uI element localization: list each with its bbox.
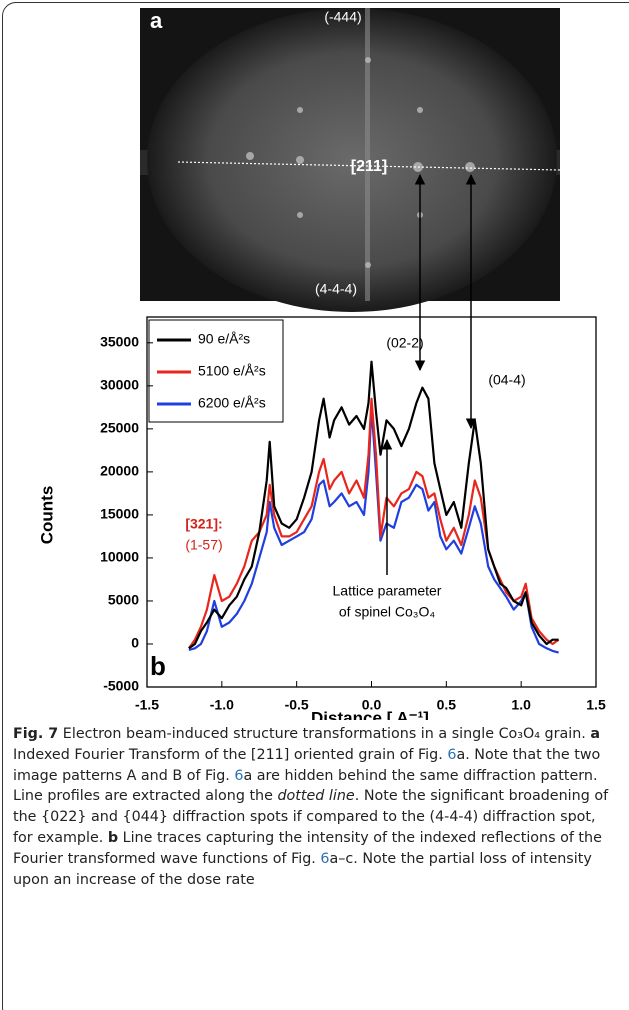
annotation: (1-57) <box>185 537 222 553</box>
series-line <box>188 360 559 650</box>
panel-label: a <box>150 8 163 33</box>
y-tick-label: 15000 <box>100 506 139 522</box>
x-tick-label: 0.5 <box>437 697 457 713</box>
caption: Fig. 7 Electron beam-induced structure t… <box>13 724 611 890</box>
plot-lines <box>187 360 560 654</box>
caption-text: a are hidden behind the same diffraction… <box>13 767 598 805</box>
annotation: Lattice parameter <box>333 583 442 599</box>
x-tick-label: 1.5 <box>586 697 606 713</box>
x-tick-label: -0.5 <box>285 697 309 713</box>
y-tick-label: 30000 <box>100 377 139 393</box>
y-tick-label: 10000 <box>100 549 139 565</box>
annotation: (04-4) <box>488 372 525 388</box>
x-tick-label: -1.0 <box>210 697 234 713</box>
y-tick-label: -5000 <box>103 678 139 694</box>
figure: a (-444) [211] (4-4-4) (02-2) (04-4) [32… <box>37 8 606 720</box>
legend-label: 6200 e/Å²s <box>198 395 266 411</box>
caption-text: Indexed Fourier Transform of the [211] o… <box>13 746 448 763</box>
caption-panel: a <box>590 726 601 742</box>
spot-label: (-444) <box>324 9 361 25</box>
figure-link[interactable]: 6 <box>234 767 244 784</box>
legend-label: 90 e/Å²s <box>198 331 250 347</box>
annotation: of spinel Co₃O₄ <box>339 604 436 620</box>
y-tick-label: 0 <box>131 635 139 651</box>
y-tick-label: 5000 <box>108 592 139 608</box>
caption-text: a. Note that the two image patterns A an… <box>13 746 601 784</box>
panel-label: b <box>150 651 166 681</box>
x-tick-label: 1.0 <box>511 697 531 713</box>
x-tick-label: -1.5 <box>135 697 159 713</box>
caption-text: . Note the significant broadening of the… <box>13 788 609 846</box>
fft-image: a (-444) [211] (4-4-4) <box>140 8 561 312</box>
caption-text: Electron beam-induced structure transfor… <box>58 726 591 742</box>
y-tick-label: 25000 <box>100 420 139 436</box>
x-axis-label: Distance [ A⁻¹] <box>311 708 429 720</box>
figure-link[interactable]: 6 <box>447 746 457 763</box>
y-tick-label: 35000 <box>100 334 139 350</box>
figure-link[interactable]: 6 <box>320 850 330 867</box>
spot-label: (4-4-4) <box>315 281 357 297</box>
spot-label: [211] <box>351 158 387 175</box>
caption-text: a–c. Note the partial loss of intensity … <box>13 850 592 888</box>
x-tick-label: 0.0 <box>362 697 382 713</box>
caption-text: Line traces capturing the intensity of t… <box>13 829 602 867</box>
caption-label: Fig. 7 <box>13 726 59 742</box>
y-axis-label: Counts <box>37 486 56 545</box>
annotation: [321]: <box>185 516 222 532</box>
legend-label: 5100 e/Å²s <box>198 363 266 379</box>
annotation: (02-2) <box>386 335 423 351</box>
caption-panel: b <box>107 829 119 846</box>
y-tick-label: 20000 <box>100 463 139 479</box>
caption-emphasis: dotted line <box>277 788 355 805</box>
